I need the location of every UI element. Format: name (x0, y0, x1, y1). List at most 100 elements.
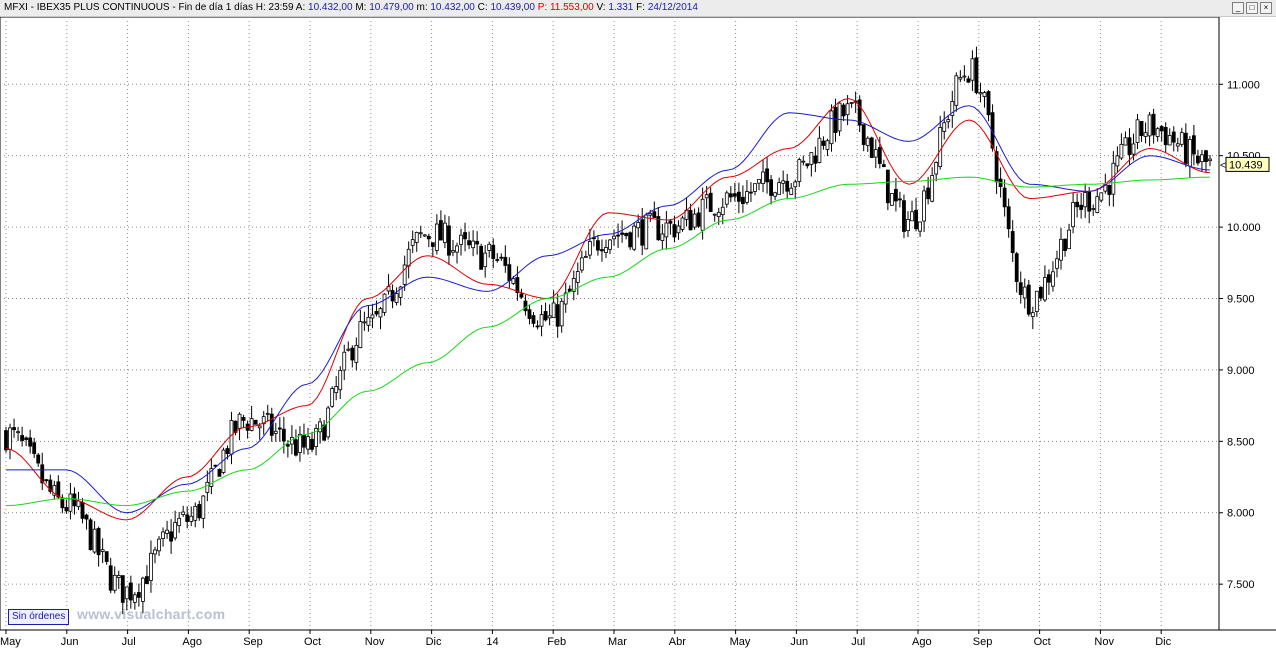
candle-body (1171, 131, 1176, 143)
candle-body (112, 574, 117, 591)
candle-body (68, 493, 73, 512)
candle-body (273, 430, 278, 434)
candle-body (1083, 192, 1088, 208)
y-axis-panel (1219, 17, 1276, 630)
candle-body (543, 311, 548, 321)
candle-body (265, 412, 270, 415)
candle-body (587, 241, 592, 256)
candle-body (1059, 238, 1063, 261)
candle-body (1159, 126, 1164, 132)
candle-body (370, 314, 375, 319)
candle-body (1139, 121, 1144, 136)
candle-body (1071, 202, 1075, 228)
candle-body (350, 347, 355, 361)
candle-body (986, 91, 991, 116)
x-tick-label: Ago (182, 636, 202, 648)
candle-body (1107, 184, 1112, 195)
candle-body (193, 505, 198, 521)
candle-body (1075, 201, 1080, 208)
candle-body (1087, 191, 1092, 212)
candle-body (483, 252, 488, 268)
candle-body (720, 206, 725, 216)
candle-body (958, 77, 963, 80)
candle-body (205, 481, 210, 493)
candle-body (954, 75, 959, 106)
candle-body (656, 216, 661, 241)
candle-body (785, 180, 790, 192)
candle-body (165, 529, 169, 534)
candle-body (459, 234, 463, 245)
candle-body (1030, 312, 1035, 317)
y-tick-label: 9.000 (1227, 365, 1255, 377)
candle-body (56, 481, 61, 498)
candle-body (885, 169, 890, 204)
candle-body (600, 249, 604, 252)
candle-body (479, 245, 484, 270)
candle-body (740, 196, 745, 205)
high-label: M: (355, 2, 367, 13)
candle-body (16, 431, 20, 434)
candle-body (624, 232, 629, 237)
candle-body (873, 149, 878, 158)
x-tick-label: Ago (912, 636, 932, 648)
candle-body (596, 240, 600, 251)
candle-body (704, 194, 709, 199)
orders-button[interactable]: Sin órdenes (8, 609, 70, 625)
close-value: 10.439,00 (490, 2, 535, 13)
low-label: m: (416, 2, 428, 13)
candle-body (1167, 135, 1172, 146)
last-price-box (1225, 156, 1270, 172)
candle-body (688, 209, 693, 231)
candle-body (922, 190, 927, 222)
candle-body (769, 179, 773, 196)
candle-body (1196, 155, 1200, 164)
close-icon[interactable]: × (1260, 2, 1272, 14)
candle-body (801, 160, 806, 163)
candle-body (314, 428, 318, 448)
candle-body (1022, 286, 1027, 299)
candle-body (1079, 204, 1084, 210)
candle-body (902, 200, 906, 232)
candle-body (1191, 135, 1196, 155)
candle-body (547, 315, 552, 319)
candle-body (869, 137, 874, 158)
candle-body (910, 211, 914, 222)
candle-body (745, 191, 749, 203)
candle-body (777, 182, 782, 195)
candle-body (406, 248, 411, 267)
open-label: A: (295, 2, 306, 13)
date-label: F: (636, 2, 646, 13)
candle-body (277, 427, 282, 430)
candle-body (612, 235, 616, 240)
candle-body (8, 427, 12, 451)
minimize-icon[interactable]: _ (1232, 2, 1244, 14)
y-tick-label: 7.500 (1227, 579, 1255, 591)
candle-body (1095, 196, 1100, 213)
candle-body (761, 171, 765, 184)
candle-body (189, 515, 194, 522)
candle-body (467, 240, 471, 246)
chart-header: MFXI - IBEX35 PLUS CONTINUOUS - Fin de d… (4, 1, 698, 14)
price-chart[interactable]: 7.5008.0008.5009.0009.50010.00010.50011.… (0, 17, 1276, 649)
candle-body (789, 187, 794, 195)
candle-body (507, 264, 512, 281)
candle-body (12, 427, 16, 431)
candle-body (575, 271, 580, 283)
symbol-label: MFXI - IBEX35 PLUS CONTINUOUS - Fin de d… (4, 2, 253, 13)
candle-body (414, 232, 419, 243)
candle-body (1099, 192, 1104, 201)
candle-body (583, 256, 588, 258)
candle-body (1002, 187, 1007, 208)
candle-body (1143, 132, 1148, 137)
volume-label: V: (596, 2, 606, 13)
candle-body (527, 309, 532, 319)
candle-body (438, 220, 443, 241)
maximize-icon[interactable]: □ (1246, 2, 1258, 14)
candle-body (394, 293, 399, 303)
candle-body (499, 256, 504, 259)
candle-body (1151, 113, 1156, 136)
candle-body (229, 420, 234, 455)
x-tick-label: Nov (365, 636, 385, 648)
candle-body (765, 168, 769, 183)
title-bar: MFXI - IBEX35 PLUS CONTINUOUS - Fin de d… (0, 0, 1276, 17)
